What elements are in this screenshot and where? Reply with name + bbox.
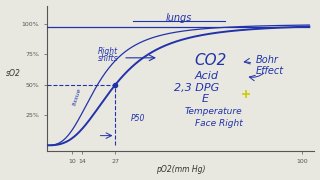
Y-axis label: sO2: sO2	[5, 69, 20, 78]
Text: tissue: tissue	[72, 87, 83, 106]
Text: P50: P50	[131, 114, 145, 123]
Text: E: E	[202, 94, 209, 104]
Text: Right: Right	[98, 47, 118, 56]
Text: lungs: lungs	[166, 13, 192, 23]
Text: shifts: shifts	[98, 55, 118, 64]
Text: Bohr: Bohr	[256, 55, 279, 65]
Text: Temperature: Temperature	[184, 107, 242, 116]
Text: Face Right: Face Right	[195, 119, 242, 128]
Text: Acid: Acid	[195, 71, 219, 81]
X-axis label: pO2(mm Hg): pO2(mm Hg)	[156, 165, 205, 174]
Text: 2,3 DPG: 2,3 DPG	[174, 83, 220, 93]
Text: CO2: CO2	[195, 53, 227, 68]
Text: Effect: Effect	[256, 66, 284, 76]
